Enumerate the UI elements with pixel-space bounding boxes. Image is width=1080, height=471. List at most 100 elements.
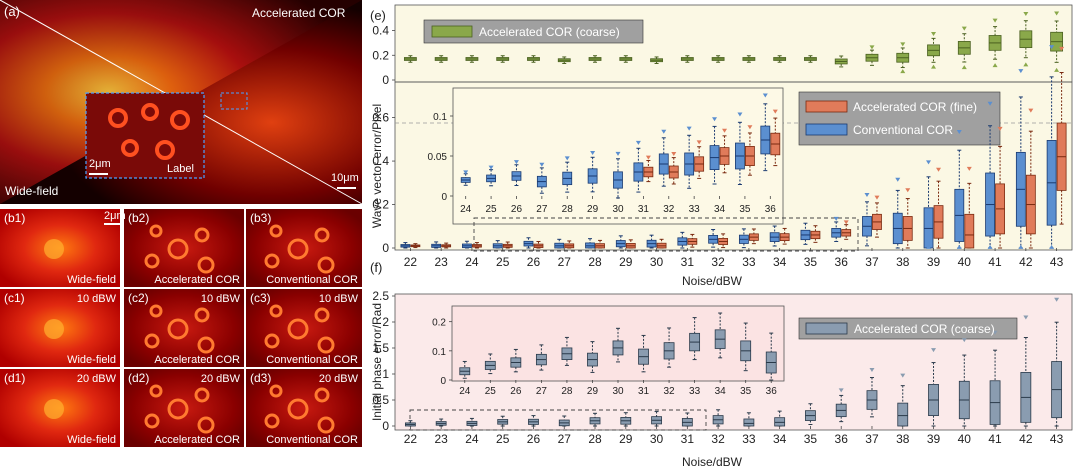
outlier: [936, 167, 942, 172]
tile-ring: [194, 307, 210, 323]
x-tick-label: 34: [773, 255, 787, 269]
x-tick-label: 29: [619, 255, 633, 269]
tile-tag: (b2): [128, 211, 149, 225]
tile-ring: [144, 413, 160, 429]
outlier: [539, 162, 545, 167]
tile-ring: [194, 227, 210, 243]
x-tick-label: 26: [527, 432, 541, 446]
y-tick-label: 0: [382, 241, 389, 255]
tile-panel_d-2: [246, 369, 362, 447]
x-tick-label: 32: [711, 255, 725, 269]
tile-blob: [44, 319, 64, 339]
x-tick-label: 25: [496, 432, 510, 446]
outlier: [747, 125, 753, 130]
outlier: [900, 42, 906, 47]
outlier: [686, 126, 692, 131]
outlier: [1018, 69, 1024, 74]
chart-e-top-marks: 0 0.2 0.4: [372, 11, 1064, 87]
x-tick-label: 25: [486, 204, 498, 215]
x-tick-label: 24: [459, 386, 471, 397]
chart-f-frame: [394, 293, 1073, 431]
tile-tag: (d3): [250, 371, 271, 385]
outlier: [987, 101, 993, 106]
x-tick-label: 35: [804, 432, 818, 446]
x-tick-label: 22: [404, 432, 418, 446]
panel-a-widefield-label: Wide-field: [5, 184, 58, 198]
outlier: [1023, 315, 1029, 320]
x-tick-label: 30: [650, 432, 664, 446]
tile-ring: [167, 238, 189, 260]
x-tick-label: 41: [988, 255, 1002, 269]
tile-ring: [149, 384, 163, 398]
outlier: [671, 152, 677, 156]
y-tick-label: 2: [382, 315, 389, 329]
x-tick-label: 31: [638, 204, 650, 215]
chart-f-zoom-region: [409, 409, 707, 431]
tile-ring: [194, 387, 210, 403]
outlier: [513, 160, 519, 165]
tile-label: Wide-field: [67, 274, 116, 286]
tile-blob: [44, 399, 64, 419]
outlier: [488, 165, 494, 170]
y-tick-label: 0: [382, 73, 389, 87]
outlier: [987, 244, 993, 249]
x-tick-label: 38: [896, 432, 910, 446]
panel-a-inset-label: Label: [167, 163, 194, 175]
legend-swatch-fine: [805, 100, 848, 113]
x-tick-label: 27: [536, 386, 548, 397]
y-tick-label: 2.5: [372, 289, 389, 303]
x-tick-label: 29: [587, 204, 599, 215]
y-tick-label: 0.1: [432, 347, 446, 358]
tile-label: Wide-field: [67, 434, 116, 446]
tile-panel_c-1: [124, 289, 244, 367]
chart-e-zoom-region: [473, 217, 859, 252]
x-tick-label: 29: [619, 432, 633, 446]
tile-ring: [167, 398, 189, 420]
outlier: [590, 150, 596, 155]
y-tick-label: 0.2: [372, 48, 389, 62]
outlier: [1023, 11, 1029, 16]
x-tick-label: 38: [896, 255, 910, 269]
legend-swatch-conventional: [805, 123, 848, 136]
chart-f-tag: (f): [370, 260, 382, 275]
tile-label: Conventional COR: [266, 434, 358, 446]
outlier: [722, 128, 728, 133]
panel-a-zoom-box: [220, 92, 248, 110]
chart-f-xlabel: Noise/dBW: [682, 455, 743, 469]
tile-panel_d-1: [124, 369, 244, 447]
outlier: [905, 188, 911, 193]
tile-ring: [197, 256, 215, 274]
outlier: [900, 373, 906, 378]
chart-e-tag: (e): [370, 8, 386, 23]
tile-noise: 20 dBW: [319, 373, 359, 385]
tile-ring: [314, 387, 330, 403]
chart-f: [394, 293, 1073, 431]
x-tick-label: 30: [612, 204, 624, 215]
tile-ring: [197, 416, 215, 434]
panel-a-title: Accelerated COR: [252, 6, 346, 20]
outlier: [1049, 244, 1055, 249]
outlier: [869, 45, 875, 50]
tile-ring: [144, 253, 160, 269]
outlier: [635, 140, 641, 145]
x-tick-label: 40: [958, 255, 972, 269]
tile-ring: [264, 333, 280, 349]
x-tick-label: 28: [588, 432, 602, 446]
tile-noise: 20 dBW: [201, 373, 241, 385]
outlier: [645, 155, 651, 160]
panel-a-inset-scale-text: 2μm: [89, 158, 111, 170]
tile-ring: [287, 238, 309, 260]
outlier: [931, 348, 937, 353]
chart-e-main-frame: [394, 81, 1073, 251]
tile-label: Accelerated COR: [154, 434, 240, 446]
chart-e-inset-marks: 0 0.05 0.1 24 25 26 27 28 29 30 31 32 33 34 35 36: [428, 93, 781, 215]
x-tick-label: 30: [612, 386, 624, 397]
outlier: [992, 63, 998, 68]
x-tick-label: 31: [681, 255, 695, 269]
x-tick-label: 33: [689, 386, 701, 397]
x-tick-label: 36: [765, 204, 777, 215]
outlier: [926, 244, 932, 249]
box: [923, 207, 934, 249]
outlier: [895, 177, 901, 182]
x-tick-label: 25: [485, 386, 497, 397]
